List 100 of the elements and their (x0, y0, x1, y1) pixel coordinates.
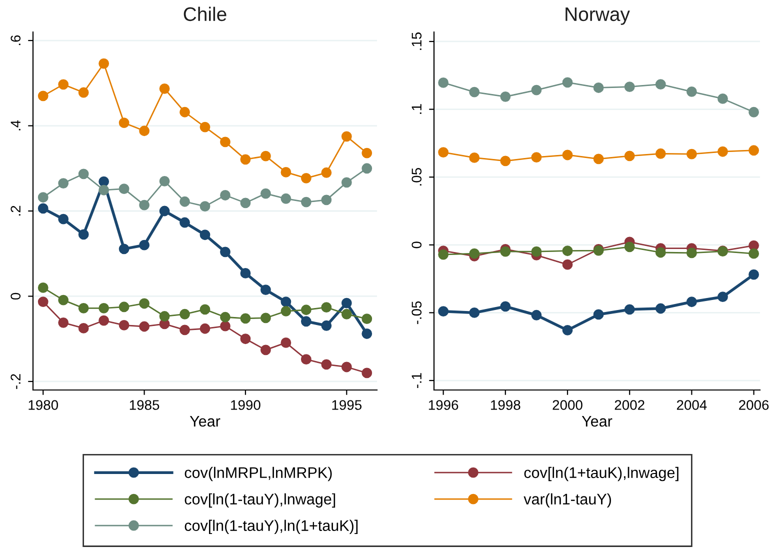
point (748, 145, 759, 156)
legend-label: cov[ln(1+tauK),lnwage] (524, 466, 678, 482)
point (139, 321, 150, 332)
point (500, 91, 511, 102)
point (78, 168, 89, 180)
point (58, 294, 69, 306)
x-tick-label: 1995 (332, 400, 362, 410)
point (220, 190, 230, 200)
point (118, 118, 130, 128)
point (200, 201, 210, 212)
point (240, 268, 251, 278)
point (260, 344, 271, 356)
point (200, 122, 210, 132)
y-tick-label: .6 (10, 35, 21, 46)
point (180, 308, 190, 320)
point (220, 312, 230, 322)
point (280, 337, 292, 348)
point (280, 296, 292, 307)
point (362, 148, 372, 158)
point (260, 188, 271, 199)
y-tick-label: .05 (412, 168, 422, 186)
point (98, 58, 110, 69)
point (180, 106, 190, 118)
legend-label: cov(lnMRPL,lnMRPK) (184, 466, 332, 482)
point (260, 150, 271, 162)
point (118, 184, 130, 194)
point (98, 184, 110, 196)
point (78, 87, 89, 98)
point (531, 84, 542, 96)
point (240, 198, 251, 208)
point (139, 240, 150, 250)
point (260, 284, 271, 296)
y-tick-label: 0 (412, 242, 422, 248)
point (159, 311, 170, 322)
point (624, 82, 635, 92)
point (562, 259, 573, 270)
point (718, 94, 728, 104)
point (220, 136, 230, 148)
x-tick-label: 2002 (614, 400, 644, 410)
point (500, 246, 511, 257)
point (78, 302, 89, 314)
point (240, 313, 251, 324)
point (686, 148, 697, 160)
point (139, 126, 150, 136)
x-tick-label: 2004 (676, 400, 707, 410)
legend-label: var(ln1-tauY) (524, 493, 611, 508)
point (686, 296, 697, 308)
point (686, 86, 697, 97)
legend-label: cov[ln(1-tauY),lnwage] (184, 493, 336, 508)
point (624, 150, 635, 162)
point (362, 314, 372, 324)
point (159, 83, 170, 94)
point (341, 177, 352, 188)
point (220, 320, 230, 332)
point (38, 203, 48, 214)
point (655, 303, 666, 314)
point (438, 306, 449, 317)
point (98, 302, 110, 314)
point (593, 309, 604, 320)
y-tick-label: .4 (10, 120, 20, 130)
point (300, 172, 312, 184)
point (531, 310, 542, 320)
point (748, 106, 759, 118)
y-tick-label: 0 (10, 292, 21, 300)
point (58, 214, 69, 224)
point (300, 354, 312, 365)
x-tick-label: 1998 (491, 400, 520, 410)
point (58, 178, 69, 189)
point (240, 154, 251, 165)
point (38, 282, 48, 293)
point (78, 322, 89, 334)
point (321, 167, 332, 178)
y-tick-label: -.05 (412, 301, 422, 324)
point (531, 152, 542, 163)
point (438, 147, 449, 158)
point (58, 317, 69, 328)
x-tick-label: 2000 (552, 400, 582, 410)
point (624, 242, 635, 252)
point (300, 304, 312, 316)
point (200, 304, 210, 315)
point (240, 334, 251, 344)
point (562, 324, 573, 336)
point (180, 196, 190, 207)
point (280, 167, 292, 178)
x-axis-title: Year (582, 416, 612, 427)
point (321, 359, 332, 370)
point (159, 206, 170, 216)
point (469, 248, 480, 259)
point (718, 292, 728, 302)
point (341, 131, 352, 142)
point (500, 156, 511, 166)
point (118, 302, 130, 312)
point (180, 324, 190, 336)
x-tick-label: 1980 (28, 400, 58, 410)
point (38, 192, 48, 203)
point (300, 196, 312, 208)
y-tick-label: .1 (412, 104, 422, 114)
point (38, 296, 48, 307)
point (200, 323, 210, 334)
point (321, 194, 332, 206)
